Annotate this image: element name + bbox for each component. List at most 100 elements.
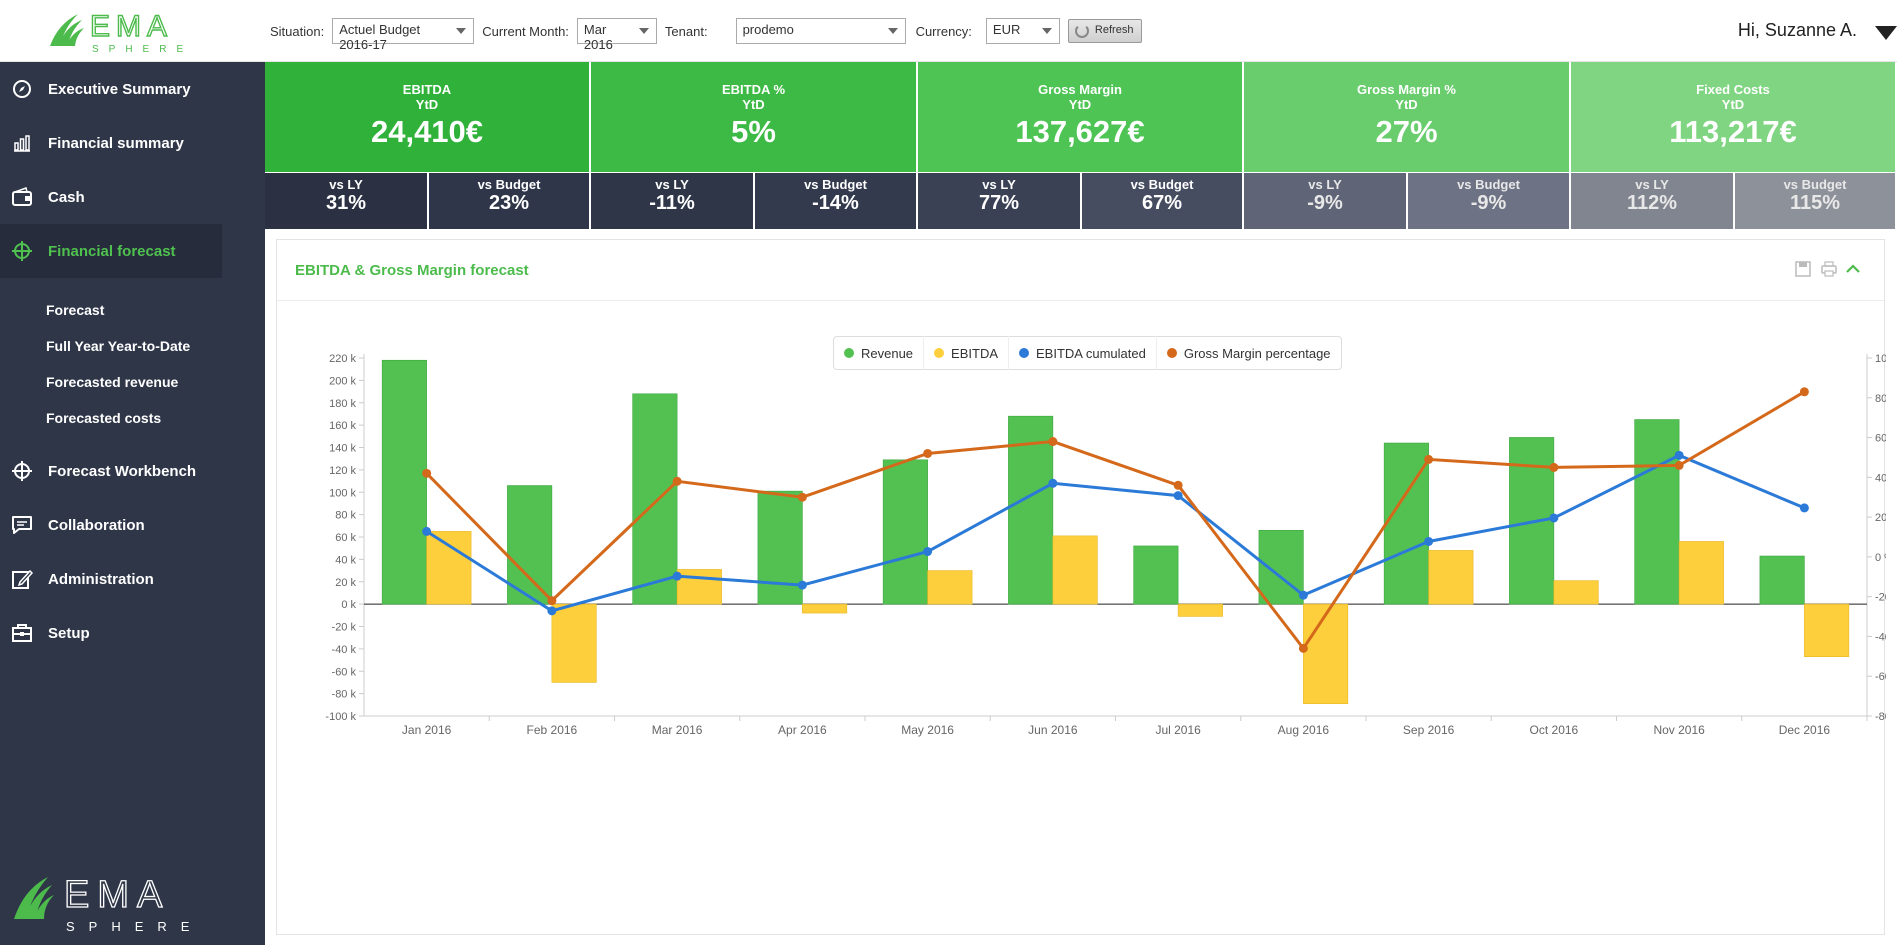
kpi-compare-value: -9% (1307, 192, 1343, 214)
sidebar-item-label: Setup (48, 624, 90, 642)
kpi-value: 24,410€ (370, 114, 484, 149)
revenue-bar (632, 393, 678, 605)
sidebar-item-cash[interactable]: Cash (0, 170, 265, 224)
month-select[interactable]: Mar 2016 (576, 18, 657, 52)
sidebar-item-financial-forecast[interactable]: Financial forecast (0, 224, 222, 278)
gross-margin-percentage-point (797, 492, 807, 502)
compass-icon (10, 77, 34, 101)
legend-label: EBITDA (951, 345, 999, 361)
sidebar-item-label: Forecast Workbench (48, 462, 197, 480)
refresh-label: Refresh (1094, 24, 1134, 36)
gross-margin-percentage-line (425, 390, 1806, 651)
save-icon[interactable] (1794, 260, 1812, 278)
crosshair-icon (10, 459, 34, 483)
ebitda-cumulated-point (1173, 491, 1183, 501)
chat-icon (10, 513, 34, 537)
sidebar-subitem-full-year-ytd[interactable]: Full Year Year-to-Date (46, 338, 191, 354)
ebitda-cumulated-point (1048, 478, 1058, 488)
ebitda-bar (1052, 535, 1098, 605)
currency-select[interactable]: EUR (985, 18, 1060, 44)
y-tick-label: 0 k (341, 599, 356, 611)
gross-margin-percentage-point (1799, 387, 1809, 397)
chevron-up-icon[interactable] (1844, 260, 1862, 278)
kpi-vs-ly: vs LY -9% (1244, 173, 1406, 229)
sidebar-item-label: Financial forecast (48, 242, 176, 260)
revenue-bar (507, 485, 553, 605)
kpi-vs-ly: vs LY -11% (591, 173, 753, 229)
x-tick-label: Mar 2016 (652, 723, 703, 737)
x-tick-label: Jan 2016 (402, 723, 452, 737)
print-icon[interactable] (1820, 260, 1838, 278)
gross-margin-percentage-point (1424, 454, 1434, 464)
ema-sphere-logo[interactable]: EMA SPHERE (48, 6, 228, 56)
y-tick-label: -40 k (332, 644, 357, 656)
ebitda-bar (551, 603, 597, 683)
kpi-value: 5% (731, 114, 776, 149)
kpi-tile[interactable]: EBITDA YtD 24,410€ (265, 62, 589, 172)
y2-tick-label: 40 % (1875, 472, 1886, 484)
kpi-vs-ly: vs LY 31% (265, 173, 427, 229)
gross-margin-percentage-point (672, 476, 682, 486)
kpi-period: YtD (742, 97, 765, 112)
logo-subtext: SPHERE (92, 44, 193, 55)
refresh-button[interactable]: Refresh (1067, 19, 1143, 43)
forecast-chart-panel: EBITDA & Gross Margin forecast Revenue E… (276, 239, 1886, 935)
y-tick-label: 60 k (335, 532, 356, 544)
sidebar-subitem-forecast[interactable]: Forecast (46, 302, 105, 318)
kpi-compare-label: vs LY (982, 177, 1016, 192)
kpi-compare-label: vs LY (329, 177, 363, 192)
sidebar-item-setup[interactable]: Setup (0, 606, 265, 660)
ebitda-bar (1678, 541, 1724, 605)
legend-item-ebitda[interactable]: EBITDA (924, 336, 1010, 370)
legend-item-gross-margin-percentage[interactable]: Gross Margin percentage (1157, 336, 1341, 370)
revenue-bar (381, 359, 427, 605)
y-tick-label: 100 k (329, 487, 356, 499)
legend-label: EBITDA cumulated (1036, 345, 1146, 361)
kpi-title: EBITDA (402, 82, 452, 97)
month-value: Mar 2016 (583, 22, 613, 52)
kpi-tile[interactable]: EBITDA % YtD 5% (591, 62, 916, 172)
sidebar-item-executive-summary[interactable]: Executive Summary (0, 62, 265, 116)
kpi-compare-label: vs LY (655, 177, 689, 192)
y-tick-label: 200 k (329, 375, 356, 387)
kpi-value: 137,627€ (1015, 114, 1145, 149)
bar-chart-icon (10, 131, 34, 155)
kpi-tile[interactable]: Gross Margin YtD 137,627€ (918, 62, 1242, 172)
user-menu-caret-icon[interactable] (1875, 26, 1897, 40)
kpi-period: YtD (1068, 97, 1092, 112)
sidebar-item-forecast-workbench[interactable]: Forecast Workbench (0, 444, 265, 498)
kpi-vs-budget: vs Budget 67% (1082, 173, 1242, 229)
kpi-value: 27% (1375, 114, 1438, 149)
sidebar-subitem-forecasted-revenue[interactable]: Forecasted revenue (46, 374, 179, 390)
kpi-compare-value: 115% (1789, 192, 1841, 214)
x-tick-label: Apr 2016 (778, 723, 827, 737)
situation-select[interactable]: Actuel Budget 2016-17 (332, 18, 475, 52)
y2-tick-label: 20 % (1875, 512, 1886, 524)
legend-label: Gross Margin percentage (1183, 345, 1331, 361)
kpi-tile[interactable]: Gross Margin % YtD 27% (1244, 62, 1569, 172)
kpi-title: EBITDA % (721, 82, 786, 97)
sidebar-subitem-forecasted-costs[interactable]: Forecasted costs (46, 410, 162, 426)
tenant-select[interactable]: prodemo (735, 18, 906, 44)
legend-dot (934, 348, 945, 358)
kpi-tile[interactable]: Fixed Costs YtD 113,217€ (1571, 62, 1895, 172)
sidebar-item-administration[interactable]: Administration (0, 552, 265, 606)
revenue-bar (1634, 419, 1680, 605)
logo-text: EMA (90, 10, 173, 43)
y-tick-label: 120 k (329, 465, 356, 477)
kpi-compare-value: -11% (649, 192, 695, 214)
sidebar-item-financial-summary[interactable]: Financial summary (0, 116, 265, 170)
toolbox-icon (10, 621, 34, 645)
panel-divider (277, 300, 1884, 301)
legend-dot (1166, 348, 1177, 358)
kpi-title: Gross Margin % (1357, 82, 1456, 97)
kpi-period: YtD (1721, 97, 1745, 112)
legend-item-ebitda-cumulated[interactable]: EBITDA cumulated (1009, 336, 1157, 370)
sidebar-item-label: Executive Summary (48, 80, 191, 98)
user-greeting[interactable]: Hi, Suzanne A. (1737, 20, 1857, 40)
x-tick-label: Jul 2016 (1155, 723, 1201, 737)
gross-margin-percentage-point (923, 448, 933, 458)
kpi-vs-ly: vs LY 112% (1571, 173, 1733, 229)
sidebar-item-collaboration[interactable]: Collaboration (0, 498, 265, 552)
legend-item-revenue[interactable]: Revenue (834, 336, 925, 370)
